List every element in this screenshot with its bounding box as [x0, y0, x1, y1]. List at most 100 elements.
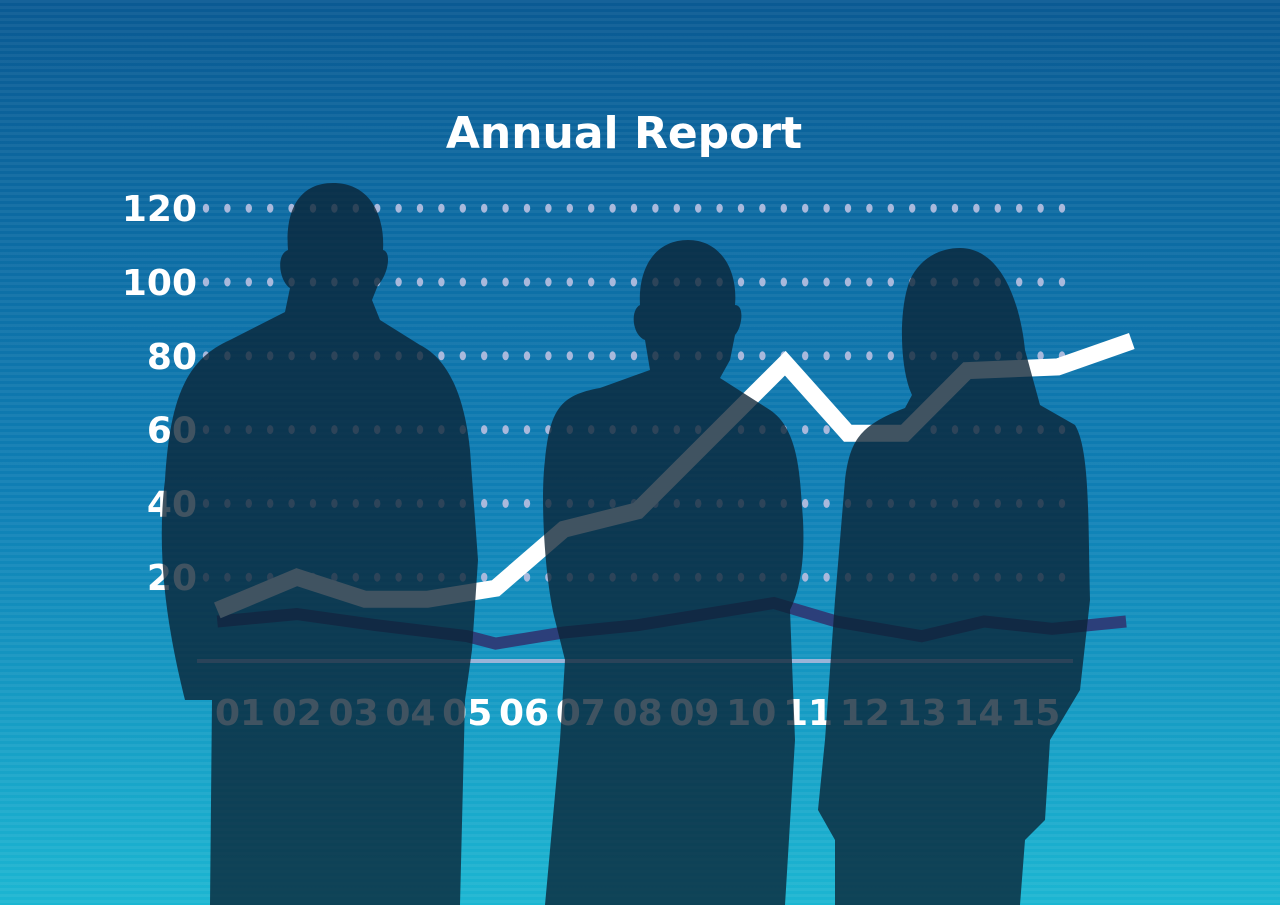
grid-dot [267, 203, 274, 213]
grid-dot [502, 277, 509, 287]
grid-dot [737, 277, 745, 287]
grid-dot [609, 277, 616, 287]
grid-dot [823, 498, 830, 508]
grid-dot [1037, 277, 1044, 287]
grid-dot [866, 277, 873, 287]
grid-dot [438, 203, 445, 213]
grid-dot [523, 203, 531, 213]
grid-dot [823, 277, 830, 287]
grid-dot [887, 203, 894, 213]
grid-dot [609, 203, 616, 213]
people-silhouettes [161, 183, 1090, 905]
grid-dot [395, 203, 402, 213]
grid-dot [630, 351, 638, 361]
y-tick-label: 100 [122, 263, 197, 304]
grid-dot [887, 277, 894, 287]
chart-title: Annual Report [446, 108, 802, 159]
grid-dot [780, 203, 787, 213]
grid-dot [523, 277, 531, 287]
grid-dot [1037, 203, 1044, 213]
grid-dot [523, 425, 531, 435]
grid-dot [545, 351, 552, 361]
grid-dot [481, 277, 488, 287]
grid-dot [481, 203, 488, 213]
grid-dot [566, 351, 573, 361]
grid-dot [909, 203, 916, 213]
grid-dot [652, 203, 659, 213]
grid-dot [737, 351, 745, 361]
y-tick-label: 80 [147, 337, 197, 378]
grid-dot [951, 203, 959, 213]
grid-dot [202, 277, 210, 287]
grid-dot [802, 425, 809, 435]
grid-dot [930, 203, 937, 213]
grid-dot [416, 203, 424, 213]
grid-dot [588, 351, 595, 361]
grid-dot [202, 203, 210, 213]
grid-dot [823, 572, 830, 582]
grid-dot [502, 498, 509, 508]
grid-dot [844, 203, 852, 213]
grid-dot [716, 203, 723, 213]
grid-dot [1058, 203, 1066, 213]
grid-dot [759, 203, 766, 213]
grid-dot [780, 277, 787, 287]
grid-dot [759, 277, 766, 287]
grid-dot [609, 351, 616, 361]
grid-dot [673, 203, 680, 213]
grid-dot [844, 351, 852, 361]
grid-dot [416, 277, 424, 287]
grid-dot [267, 277, 274, 287]
grid-dot [1058, 277, 1066, 287]
grid-dot [588, 277, 595, 287]
grid-dot [802, 498, 809, 508]
grid-dot [823, 425, 830, 435]
grid-dot [737, 203, 745, 213]
grid-dot [695, 203, 702, 213]
grid-dot [523, 498, 531, 508]
grid-dot [502, 203, 509, 213]
grid-dot [502, 351, 509, 361]
grid-dot [823, 203, 830, 213]
y-tick-label: 120 [122, 189, 197, 230]
grid-dot [566, 277, 573, 287]
grid-dot [588, 203, 595, 213]
grid-dot [630, 277, 638, 287]
grid-dot [866, 351, 873, 361]
grid-dot [545, 277, 552, 287]
grid-dot [1016, 277, 1023, 287]
grid-dot [481, 425, 488, 435]
grid-dot [481, 351, 488, 361]
grid-dot [566, 203, 573, 213]
grid-dot [245, 277, 252, 287]
grid-dot [481, 498, 488, 508]
grid-dot [545, 203, 552, 213]
grid-dot [438, 277, 445, 287]
grid-dot [802, 572, 809, 582]
grid-dot [802, 277, 809, 287]
grid-dot [973, 203, 980, 213]
grid-dot [224, 203, 231, 213]
grid-dot [759, 351, 766, 361]
grid-dot [438, 351, 445, 361]
grid-dot [1037, 351, 1044, 361]
grid-dot [502, 425, 509, 435]
grid-dot [459, 277, 466, 287]
grid-dot [823, 351, 830, 361]
grid-dot [802, 203, 809, 213]
grid-dot [887, 351, 894, 361]
grid-dot [459, 203, 466, 213]
grid-dot [994, 203, 1001, 213]
grid-dot [224, 277, 231, 287]
grid-dot [802, 351, 809, 361]
woman-center-silhouette [543, 240, 804, 905]
grid-dot [481, 572, 488, 582]
grid-dot [1016, 203, 1023, 213]
grid-dot [459, 351, 466, 361]
grid-dot [523, 351, 531, 361]
grid-dot [523, 572, 531, 582]
grid-dot [630, 203, 638, 213]
woman-right-silhouette [818, 248, 1090, 905]
grid-dot [245, 203, 252, 213]
